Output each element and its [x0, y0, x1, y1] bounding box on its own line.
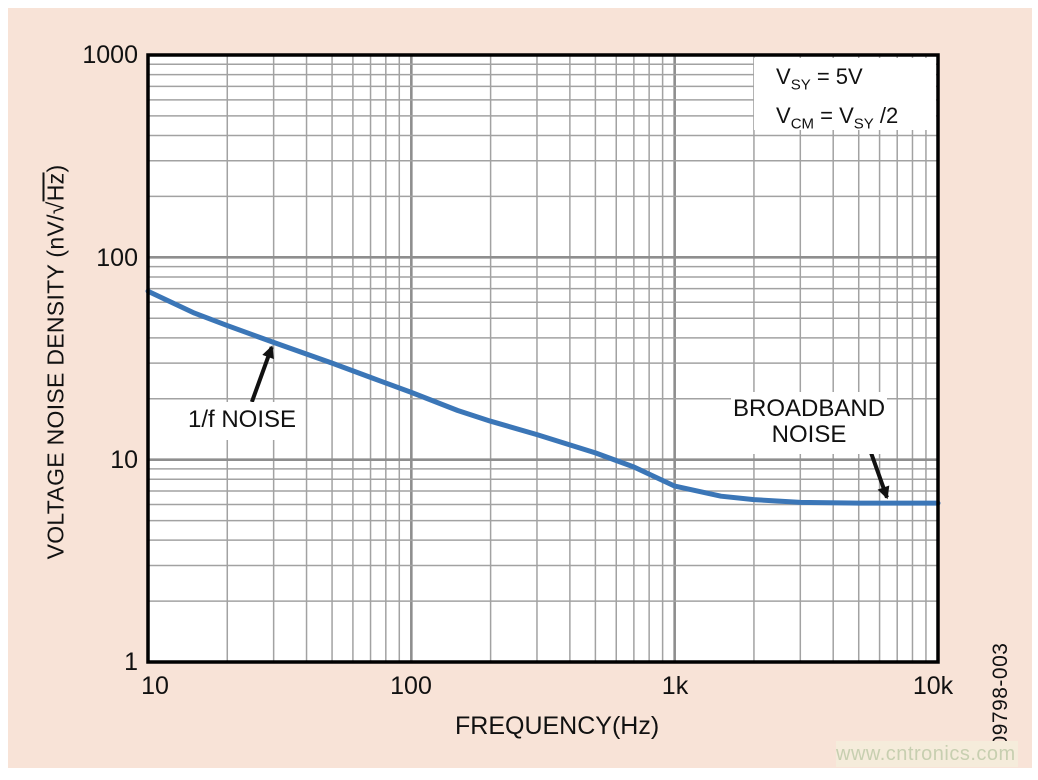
y-axis-title-suffix: )	[42, 164, 69, 173]
annotation-arrow-one-over-f	[249, 345, 274, 403]
watermark: www.cntronics.com	[836, 741, 1018, 767]
figure-id: 09798-003	[989, 642, 1012, 748]
plot-border	[146, 53, 940, 664]
annotation-1f-noise: 1/f NOISE	[180, 402, 305, 440]
x-tick-10k: 10k	[912, 672, 954, 700]
annotation-broadband-noise: BROADBAND NOISE	[731, 392, 887, 454]
x-tick-100: 100	[390, 672, 432, 700]
noise-density-curve	[145, 288, 941, 506]
legend-line-vsy: VSY = 5V	[776, 64, 863, 94]
grid-layer	[148, 55, 938, 662]
conditions-legend: VSY = 5V VCM = VSY /2	[754, 58, 936, 133]
y-axis-title: VOLTAGE NOISE DENSITY (nV/√Hz)	[42, 164, 70, 560]
sqrt-symbol: √	[42, 201, 69, 215]
plot-background	[148, 55, 938, 662]
sqrt-radicand: Hz	[42, 172, 69, 202]
y-tick-1000: 1000	[82, 41, 138, 69]
y-axis-title-prefix: VOLTAGE NOISE DENSITY (nV/	[42, 214, 69, 560]
x-tick-1k: 1k	[661, 672, 689, 700]
x-axis-title: FREQUENCY(Hz)	[455, 712, 660, 740]
y-tick-10: 10	[110, 446, 138, 474]
y-tick-1: 1	[124, 648, 138, 676]
y-tick-100: 100	[96, 244, 138, 272]
x-tick-10: 10	[141, 672, 169, 700]
legend-line-vcm: VCM = VSY /2	[776, 103, 899, 133]
